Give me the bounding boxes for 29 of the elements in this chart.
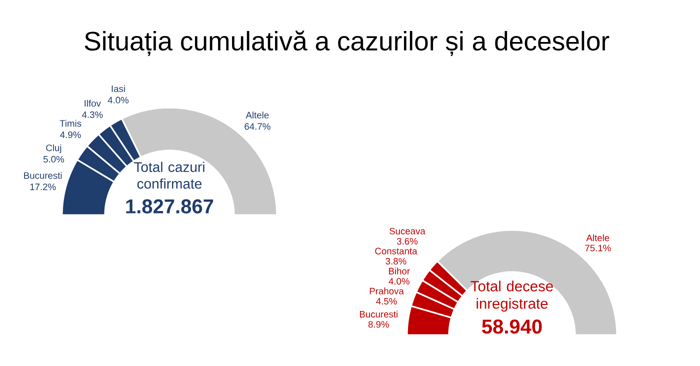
data-label: 3.8% (386, 258, 406, 264)
data-label: 4.3% (82, 111, 103, 118)
data-label: 5.0% (43, 156, 64, 163)
data-label: 4.0% (108, 96, 129, 104)
slice-label: Bihor (389, 268, 410, 274)
text: Total decese inregistrate (470, 280, 553, 312)
text: 58.940 (482, 320, 542, 334)
slice-label: Prahova (370, 288, 404, 294)
slice-label: Altele (246, 112, 269, 118)
data-label: 4.9% (60, 131, 81, 138)
slice-label: Timis (60, 120, 82, 127)
data-label: 64.7% (244, 123, 270, 130)
data-label: 17.2% (30, 184, 56, 190)
slice-label: Bucuresti (24, 172, 62, 179)
data-label: 75.1% (585, 244, 611, 252)
data-label: 4.5% (376, 298, 397, 305)
slice-label: Ilfov (84, 100, 101, 107)
slice-label: Suceava (389, 228, 426, 234)
data-label: 8.9% (368, 321, 389, 328)
data-label: 4.0% (388, 278, 410, 285)
text: Situația cumulativă a cazurilor și a deceselor (84, 30, 610, 56)
data-label: 3.6% (396, 238, 418, 245)
slice-label: Altele (586, 234, 610, 242)
text: Total cazuri confirmate (134, 162, 204, 189)
text: 1.827.867 (126, 199, 214, 214)
slice-label: Iasi (112, 85, 125, 92)
slice-label: Constanta (375, 248, 418, 254)
slice-label: Cluj (46, 144, 62, 154)
slice-label: Bucuresti (360, 310, 398, 318)
